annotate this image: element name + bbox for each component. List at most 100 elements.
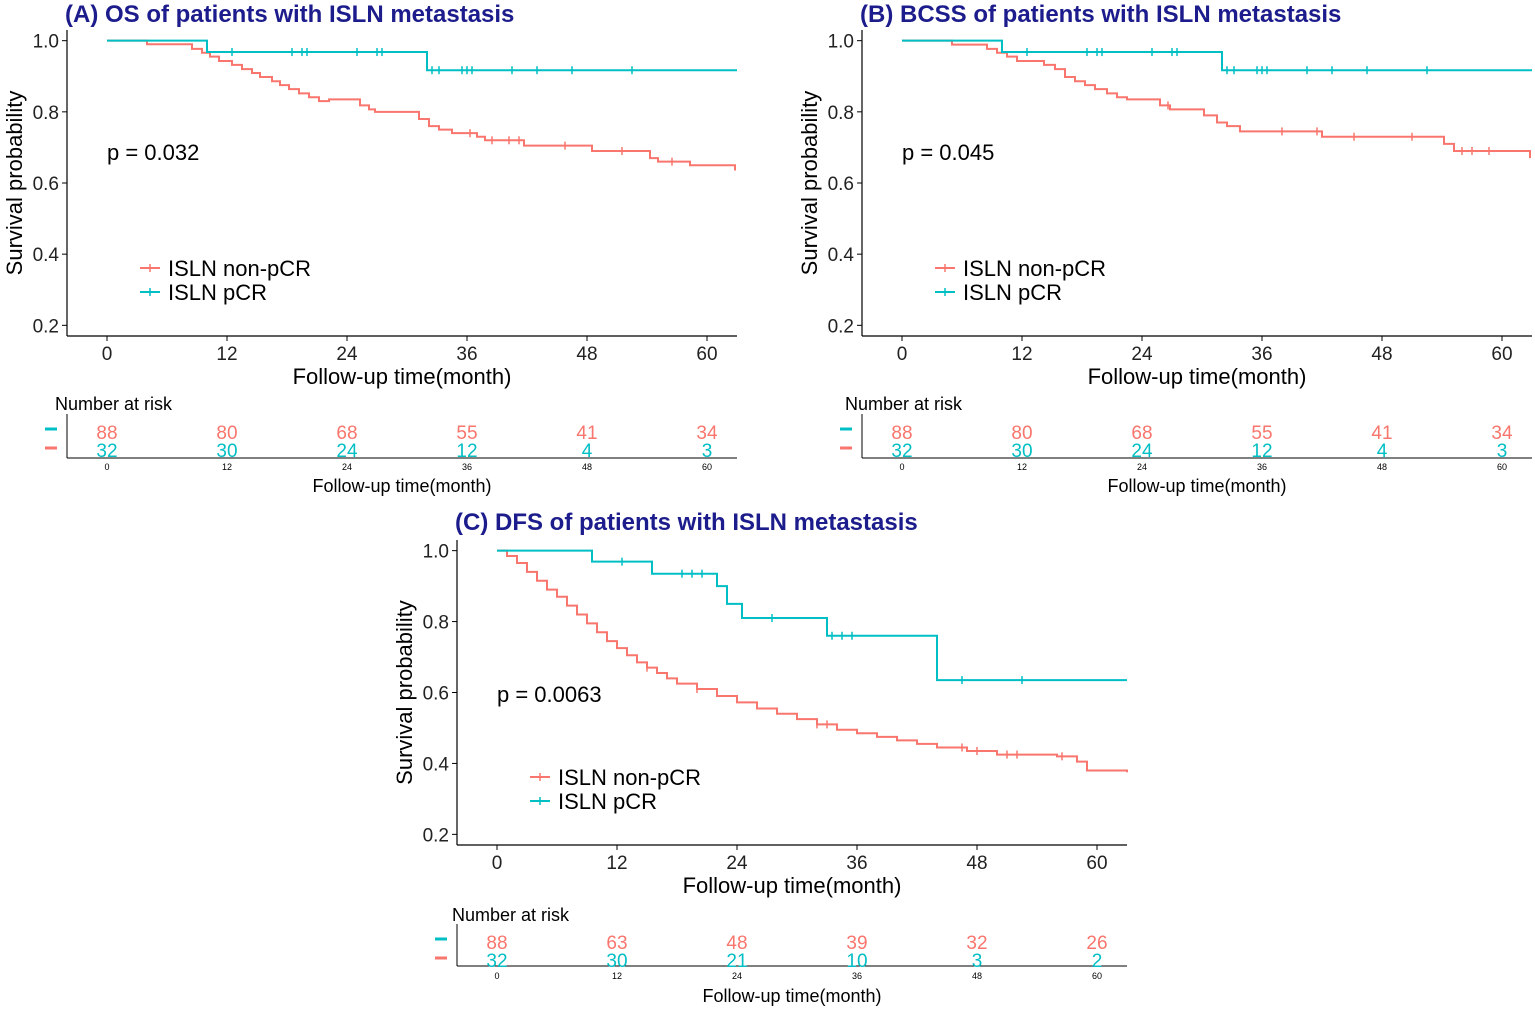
x-tick-label: 24 <box>336 344 358 365</box>
y-tick-label: 0.6 <box>33 174 59 195</box>
risk-time-tick: 48 <box>972 971 982 981</box>
y-tick-label: 0.2 <box>33 316 59 337</box>
risk-table-xlabel: Follow-up time(month) <box>1107 476 1286 496</box>
risk-count-non-pcr: 68 <box>336 423 357 444</box>
risk-time-tick: 0 <box>104 462 109 472</box>
legend-label: ISLN pCR <box>963 280 1062 305</box>
x-axis-label: Follow-up time(month) <box>1088 364 1307 389</box>
y-tick-label: 1.0 <box>33 32 59 53</box>
risk-count-pcr: 3 <box>702 441 713 462</box>
risk-count-non-pcr: 39 <box>846 933 867 954</box>
risk-count-non-pcr: 80 <box>1011 423 1032 444</box>
x-tick-label: 24 <box>726 853 748 874</box>
legend-label: ISLN pCR <box>558 789 657 814</box>
risk-count-pcr: 30 <box>1011 441 1032 462</box>
legend-label: ISLN non-pCR <box>558 765 701 790</box>
risk-table-xlabel: Follow-up time(month) <box>312 476 491 496</box>
risk-count-pcr: 12 <box>456 441 477 462</box>
risk-count-non-pcr: 88 <box>96 423 117 444</box>
risk-count-non-pcr: 80 <box>216 423 237 444</box>
panel-b-bcss: (B) BCSS of patients with ISLN metastasi… <box>797 1 1532 496</box>
risk-time-tick: 12 <box>222 462 232 472</box>
y-tick-label: 1.0 <box>423 542 449 563</box>
risk-table-title: Number at risk <box>55 394 173 414</box>
x-tick-label: 48 <box>576 344 597 365</box>
y-tick-label: 0.4 <box>423 754 450 775</box>
risk-count-non-pcr: 88 <box>486 933 507 954</box>
risk-table-title: Number at risk <box>452 905 570 925</box>
risk-count-pcr: 4 <box>582 441 593 462</box>
y-tick-label: 1.0 <box>828 32 854 53</box>
risk-count-pcr: 3 <box>1497 441 1508 462</box>
risk-time-tick: 24 <box>1137 462 1147 472</box>
x-tick-label: 12 <box>216 344 237 365</box>
risk-count-pcr: 12 <box>1251 441 1272 462</box>
risk-count-pcr: 2 <box>1092 951 1103 972</box>
risk-time-tick: 60 <box>1497 462 1507 472</box>
risk-count-non-pcr: 34 <box>1491 423 1513 444</box>
y-tick-label: 0.8 <box>33 103 59 124</box>
risk-time-tick: 48 <box>1377 462 1387 472</box>
x-tick-label: 0 <box>897 344 908 365</box>
risk-count-non-pcr: 26 <box>1086 933 1107 954</box>
x-axis-label: Follow-up time(month) <box>683 873 902 898</box>
x-tick-label: 60 <box>1086 853 1107 874</box>
risk-time-tick: 36 <box>852 971 862 981</box>
risk-time-tick: 12 <box>1017 462 1027 472</box>
risk-count-pcr: 21 <box>726 951 747 972</box>
risk-count-pcr: 4 <box>1377 441 1388 462</box>
risk-time-tick: 36 <box>462 462 472 472</box>
y-tick-label: 0.4 <box>33 245 60 266</box>
x-tick-label: 0 <box>102 344 113 365</box>
curve-isln-pcr <box>107 39 737 72</box>
risk-count-pcr: 24 <box>1131 441 1153 462</box>
risk-count-pcr: 24 <box>336 441 358 462</box>
x-tick-label: 60 <box>1491 344 1512 365</box>
x-tick-label: 36 <box>456 344 477 365</box>
legend-label: ISLN non-pCR <box>168 256 311 281</box>
y-axis-label: Survival probability <box>797 91 822 276</box>
x-tick-label: 48 <box>1371 344 1392 365</box>
panel-a-os: (A) OS of patients with ISLN metastasis 0… <box>2 1 737 496</box>
p-value: p = 0.045 <box>902 140 994 165</box>
chart-title: (C) DFS of patients with ISLN metastasis <box>455 509 918 536</box>
y-axis-label: Survival probability <box>2 91 27 276</box>
risk-count-non-pcr: 68 <box>1131 423 1152 444</box>
curve-isln-pcr <box>497 549 1127 682</box>
risk-time-tick: 48 <box>582 462 592 472</box>
risk-count-pcr: 3 <box>972 951 983 972</box>
y-tick-label: 0.6 <box>423 684 449 705</box>
x-tick-label: 60 <box>696 344 717 365</box>
x-tick-label: 12 <box>1011 344 1032 365</box>
panel-c-dfs: (C) DFS of patients with ISLN metastasis… <box>392 509 1128 1006</box>
risk-time-tick: 24 <box>342 462 352 472</box>
risk-time-tick: 0 <box>899 462 904 472</box>
x-tick-label: 48 <box>966 853 987 874</box>
y-tick-label: 0.2 <box>828 316 854 337</box>
risk-count-non-pcr: 41 <box>576 423 597 444</box>
risk-time-tick: 12 <box>612 971 622 981</box>
x-tick-label: 12 <box>606 853 627 874</box>
chart-title: (A) OS of patients with ISLN metastasis <box>65 1 514 28</box>
y-tick-label: 0.2 <box>423 825 449 846</box>
risk-table-xlabel: Follow-up time(month) <box>702 986 881 1006</box>
risk-count-non-pcr: 48 <box>726 933 747 954</box>
y-tick-label: 0.6 <box>828 174 854 195</box>
x-tick-label: 24 <box>1131 344 1153 365</box>
risk-count-non-pcr: 55 <box>1251 423 1272 444</box>
risk-count-non-pcr: 55 <box>456 423 477 444</box>
x-axis-label: Follow-up time(month) <box>293 364 512 389</box>
risk-time-tick: 0 <box>494 971 499 981</box>
y-tick-label: 0.8 <box>423 613 449 634</box>
risk-time-tick: 60 <box>702 462 712 472</box>
risk-count-non-pcr: 32 <box>966 933 987 954</box>
risk-count-pcr: 32 <box>486 951 507 972</box>
legend-label: ISLN non-pCR <box>963 256 1106 281</box>
risk-time-tick: 60 <box>1092 971 1102 981</box>
risk-count-pcr: 32 <box>96 441 117 462</box>
y-axis-label: Survival probability <box>392 600 417 785</box>
curve-isln-non-pcr <box>497 549 1128 773</box>
p-value: p = 0.0063 <box>497 682 602 707</box>
risk-count-non-pcr: 41 <box>1371 423 1392 444</box>
